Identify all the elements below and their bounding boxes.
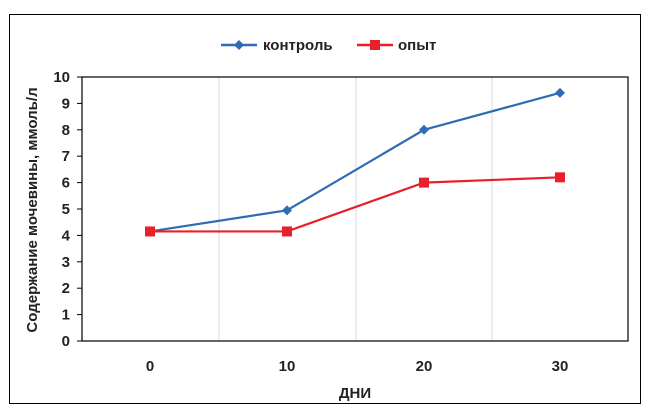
legend-marker-0 — [234, 40, 244, 50]
y-tick-label-9: 9 — [62, 95, 70, 112]
series-1-point-3 — [555, 172, 565, 183]
y-tick-label-7: 7 — [62, 148, 70, 165]
series-1-point-1 — [282, 226, 292, 237]
series-1-point-2 — [419, 177, 429, 188]
plot-area-border — [81, 76, 629, 342]
x-tick-label-20: 20 — [416, 358, 433, 375]
axes — [77, 76, 629, 342]
y-tick-label-6: 6 — [62, 175, 70, 192]
x-tick-label-10: 10 — [279, 358, 296, 375]
x-tick-label-30: 30 — [552, 358, 569, 375]
y-tick-label-5: 5 — [62, 201, 70, 218]
series-0-point-3 — [555, 87, 565, 98]
series-line-1 — [150, 176, 561, 233]
series-line-0 — [149, 91, 561, 233]
grid-lines — [218, 77, 493, 341]
y-tick-label-4: 4 — [62, 227, 71, 244]
y-tick-label-3: 3 — [62, 254, 70, 271]
y-axis-title: Содержание мочевины, ммоль/л — [24, 87, 41, 332]
y-tick-label-8: 8 — [62, 122, 70, 139]
series-0-point-1 — [282, 205, 292, 216]
legend-marker-1 — [370, 40, 380, 50]
x-axis-title: ДНИ — [339, 385, 371, 402]
y-tick-label-0: 0 — [62, 333, 70, 350]
legend-label-1: опыт — [398, 37, 436, 54]
y-tick-label-1: 1 — [62, 307, 70, 324]
legend: контроль опыт — [221, 37, 436, 54]
series-1-point-0 — [145, 226, 155, 237]
y-tick-label-10: 10 — [53, 69, 70, 86]
series-lines — [145, 87, 565, 237]
x-tick-label-0: 0 — [146, 358, 154, 375]
y-tick-label-2: 2 — [62, 280, 70, 297]
legend-label-0: контроль — [263, 37, 333, 54]
series-0-point-2 — [419, 124, 429, 135]
chart-frame — [9, 14, 641, 404]
tick-labels: 0 1 2 3 4 5 6 7 8 9 10 0 10 20 30 — [53, 69, 568, 375]
